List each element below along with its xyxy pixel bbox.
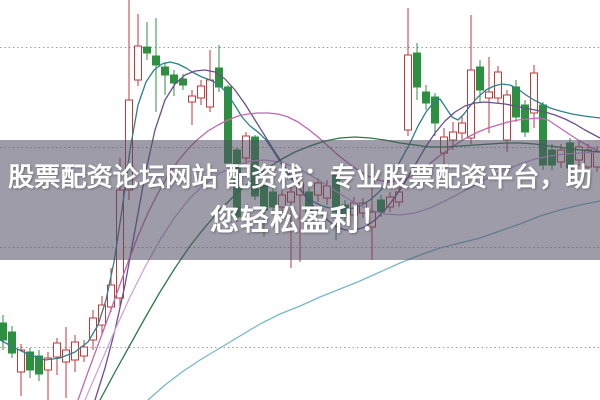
candle-body (557, 149, 565, 163)
candle-body (368, 211, 376, 228)
candle-body (431, 96, 439, 124)
candle-body (530, 72, 538, 114)
candle-body (314, 182, 322, 196)
candle-body (548, 149, 556, 166)
candle-body (404, 54, 412, 131)
candle-body (512, 86, 520, 118)
candle-body (503, 94, 511, 141)
candle-body (485, 91, 493, 99)
candle-body (287, 191, 295, 203)
candle-body (188, 95, 196, 103)
candle-body (377, 199, 385, 213)
candle-body (305, 191, 313, 213)
candle-body (197, 85, 205, 99)
candle-body (161, 66, 169, 76)
candle-body (566, 142, 574, 169)
candle-body (341, 204, 349, 216)
candle-body (35, 355, 43, 375)
candle-body (593, 151, 600, 168)
candle-body (278, 194, 286, 208)
ma-violet-light (84, 151, 600, 400)
candle-body (260, 182, 268, 211)
candle-body (476, 66, 484, 91)
candle-body (134, 45, 142, 81)
candle-body (170, 74, 178, 84)
candle-body (143, 46, 151, 54)
ma-magenta (77, 112, 600, 400)
candle-body (206, 79, 214, 108)
candle-body (17, 349, 25, 373)
candle-body (8, 331, 16, 354)
candle-body (395, 191, 403, 203)
candle-body (80, 346, 88, 357)
candle-body (233, 149, 241, 218)
ma-darkgreen (99, 136, 600, 400)
candle-body (98, 304, 106, 326)
ma-lightblue-long (147, 200, 600, 400)
candle-body (251, 136, 259, 197)
candle-body (26, 351, 34, 371)
candle-body (323, 185, 331, 199)
candle-body (44, 357, 52, 371)
candle-body (89, 317, 97, 341)
candle-body (179, 78, 187, 86)
candle-body (422, 91, 430, 104)
candle-body (242, 135, 250, 159)
candle-body (269, 191, 277, 208)
candle-body (449, 131, 457, 141)
candle-body (71, 341, 79, 361)
candle-body (0, 322, 7, 341)
candle-body (458, 122, 466, 134)
candle-body (350, 202, 358, 216)
candle-body (539, 104, 547, 166)
candle-body (152, 55, 160, 66)
candle-body (53, 342, 61, 358)
candle-body (386, 196, 394, 208)
candle-body (413, 52, 421, 88)
